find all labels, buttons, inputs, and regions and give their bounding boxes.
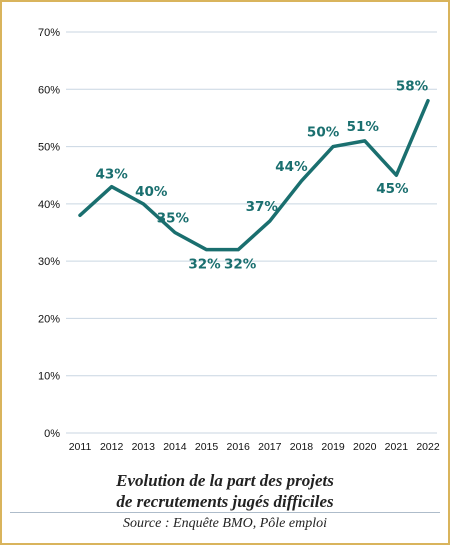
grid xyxy=(66,31,437,434)
x-tick-label: 2019 xyxy=(321,441,345,453)
x-tick-label: 2014 xyxy=(163,441,187,453)
series-line xyxy=(78,98,430,252)
y-tick-label: 50% xyxy=(38,142,60,154)
caption-line-1: Evolution de la part des projets xyxy=(116,471,334,490)
series-line-path xyxy=(78,98,430,252)
caption-separator xyxy=(10,512,440,513)
x-tick-label: 2020 xyxy=(353,441,377,453)
y-tick-label: 30% xyxy=(38,256,60,268)
y-axis-ticks: 0% 10% 20% 30% 40% 50% 60% 70% xyxy=(38,27,60,440)
data-label: 58% xyxy=(396,79,429,95)
source-note: Source : Enquête BMO, Pôle emploi xyxy=(123,516,327,531)
data-label: 35% xyxy=(157,211,190,227)
x-tick-label: 2022 xyxy=(416,441,440,453)
data-label: 43% xyxy=(95,167,128,183)
y-tick-label: 60% xyxy=(38,84,60,96)
chart-caption: Evolution de la part des projets de recr… xyxy=(0,470,450,512)
line-chart: 0% 10% 20% 30% 40% 50% 60% 70% 2011 2012 2013 2014… xyxy=(38,27,440,453)
x-axis-ticks: 2011 2012 2013 2014 2015 2016 2017 2018 2019 2020… xyxy=(69,441,440,453)
data-label: 32% xyxy=(188,257,221,273)
y-tick-label: 40% xyxy=(38,199,60,211)
data-label: 44% xyxy=(275,159,308,175)
data-label: 32% xyxy=(224,257,257,273)
x-tick-label: 2017 xyxy=(258,441,282,453)
y-tick-label: 0% xyxy=(44,428,60,440)
y-tick-label: 10% xyxy=(38,371,60,383)
x-tick-label: 2018 xyxy=(290,441,314,453)
caption-line-2: de recrutements jugés difficiles xyxy=(116,492,334,511)
y-tick-label: 20% xyxy=(38,313,60,325)
data-label: 45% xyxy=(376,181,409,197)
x-tick-label: 2012 xyxy=(100,441,124,453)
data-label: 37% xyxy=(246,199,279,215)
x-tick-label: 2011 xyxy=(69,441,92,453)
x-tick-label: 2013 xyxy=(132,441,156,453)
y-tick-label: 70% xyxy=(38,27,60,39)
x-tick-label: 2016 xyxy=(227,441,251,453)
data-label: 40% xyxy=(135,184,168,200)
x-tick-label: 2015 xyxy=(195,441,219,453)
data-labels: 43% 40% 35% 32% 32% 37% 44% 50% 51% 45% 58% xyxy=(95,79,428,273)
data-label: 51% xyxy=(347,119,380,135)
x-tick-label: 2021 xyxy=(385,441,409,453)
data-label: 50% xyxy=(307,125,340,141)
